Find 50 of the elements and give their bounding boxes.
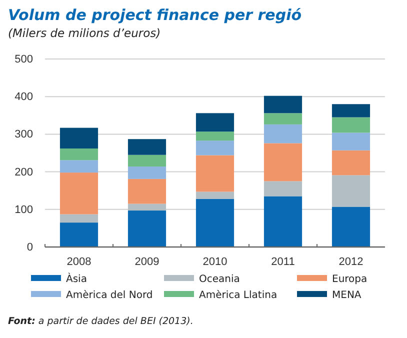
bar <box>332 206 370 247</box>
bar <box>332 132 370 150</box>
y-tick-label: 100 <box>14 204 33 216</box>
bar <box>332 104 370 118</box>
bar <box>332 175 370 207</box>
bar <box>60 214 98 223</box>
bar <box>196 140 234 156</box>
bar <box>60 222 98 247</box>
legend-label: MENA <box>332 290 362 301</box>
bar <box>128 139 166 155</box>
x-tick-label: 2012 <box>338 256 364 268</box>
bar <box>332 117 370 133</box>
bar <box>196 192 234 199</box>
x-tick-label: 2010 <box>202 256 228 268</box>
chart-title: Volum de project finance per regió <box>8 6 302 24</box>
chart-subtitle: (Milers de milions d’euros) <box>8 26 161 40</box>
bar <box>264 113 302 124</box>
legend-label: Àsia <box>66 272 87 285</box>
bar <box>60 160 98 173</box>
bar <box>264 96 302 114</box>
bar <box>60 172 98 214</box>
bar <box>264 196 302 247</box>
legend-label: Amèrica del Nord <box>66 290 153 301</box>
y-tick-label: 500 <box>14 54 33 66</box>
bar <box>60 128 98 148</box>
x-tick-label: 2011 <box>271 256 295 268</box>
text: Font: a partir de dades del BEI (2013). <box>8 316 194 327</box>
legend-label: Oceania <box>199 274 240 285</box>
bar <box>332 150 370 176</box>
bar <box>196 198 234 247</box>
legend-label: Amèrica Llatina <box>199 290 278 301</box>
bar <box>128 178 166 204</box>
x-tick-label: 2008 <box>66 256 92 268</box>
bar <box>196 155 234 192</box>
y-tick-label: 300 <box>14 128 33 141</box>
y-tick-label: 400 <box>14 91 33 104</box>
bar <box>196 132 234 141</box>
bar <box>264 143 302 182</box>
y-tick-label: 200 <box>14 166 33 178</box>
x-tick-label: 2009 <box>134 256 160 268</box>
legend-label: Europa <box>332 274 368 285</box>
bar <box>128 154 166 167</box>
bar <box>196 113 234 132</box>
y-tick-label: 0 <box>26 242 33 254</box>
bar <box>128 204 166 211</box>
bar <box>60 148 98 160</box>
bar <box>128 166 166 179</box>
bar <box>264 181 302 196</box>
bar <box>264 124 302 144</box>
bar <box>128 210 166 247</box>
